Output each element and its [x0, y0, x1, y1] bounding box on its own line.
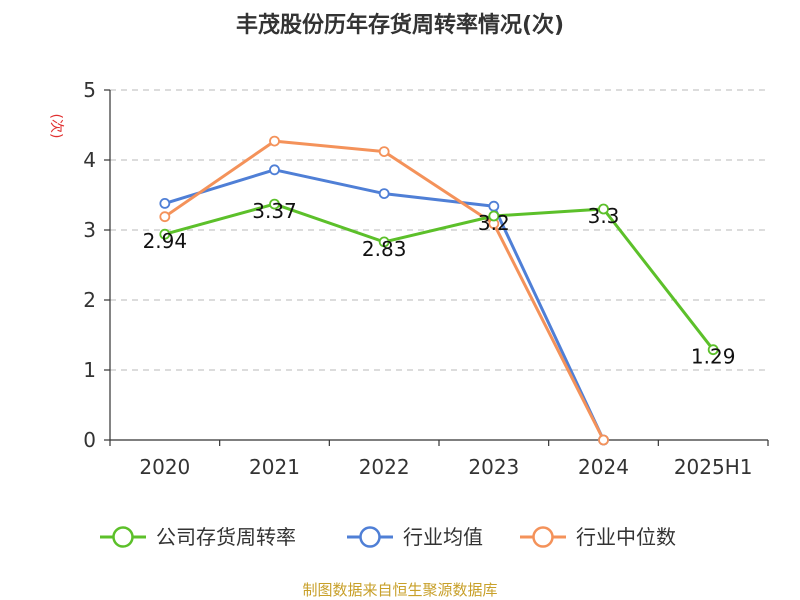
- legend[interactable]: 公司存货周转率 行业均值 行业中位数: [100, 525, 676, 549]
- y-tick-label: 1: [83, 358, 96, 382]
- legend-swatch-marker: [112, 526, 134, 548]
- y-tick-label: 5: [83, 78, 96, 102]
- legend-label: 行业均值: [403, 525, 483, 549]
- data-point[interactable]: [269, 164, 280, 176]
- y-tick-label: 0: [83, 428, 96, 452]
- y-tick-label: 2: [83, 288, 96, 312]
- series-1: [159, 164, 609, 446]
- legend-swatch-marker: [359, 526, 381, 548]
- chart-title: 丰茂股份历年存货周转率情况(次): [236, 12, 564, 38]
- x-tick-label: 2021: [249, 455, 300, 479]
- legend-swatch-marker: [532, 526, 554, 548]
- axes: 0 1 2 3 4 5 2020 2021 2022 2023 2024 2025H1: [83, 78, 769, 479]
- series-layer: [159, 135, 719, 446]
- source-note: 制图数据来自恒生聚源数据库: [302, 581, 497, 599]
- data-labels: 2.94 3.37 2.83 3.2 3.3 1.29: [143, 199, 736, 369]
- data-point[interactable]: [378, 188, 390, 200]
- x-tick-label: 2022: [359, 455, 410, 479]
- data-label: 2.83: [362, 237, 407, 261]
- y-tick-label: 3: [83, 218, 96, 242]
- data-label: 3.2: [478, 211, 510, 235]
- series-line: [163, 139, 605, 441]
- data-point[interactable]: [159, 211, 171, 223]
- data-point[interactable]: [598, 434, 609, 446]
- data-label: 3.37: [252, 199, 297, 223]
- x-tick-label: 2025H1: [674, 455, 753, 479]
- data-point[interactable]: [269, 198, 280, 210]
- legend-label: 行业中位数: [576, 525, 676, 549]
- data-point[interactable]: [159, 197, 171, 209]
- data-point[interactable]: [488, 200, 500, 212]
- data-label: 2.94: [143, 229, 188, 253]
- series-line: [164, 202, 715, 351]
- data-point[interactable]: [707, 344, 719, 356]
- legend-item[interactable]: 公司存货周转率: [100, 525, 296, 549]
- x-tick-label: 2024: [578, 455, 629, 479]
- series-0: [159, 198, 719, 356]
- data-label: 1.29: [691, 345, 736, 369]
- data-point[interactable]: [488, 210, 500, 222]
- y-axis-label: (次): [48, 114, 64, 139]
- data-point[interactable]: [269, 135, 280, 147]
- data-point[interactable]: [378, 146, 390, 158]
- legend-label: 公司存货周转率: [156, 525, 296, 549]
- legend-item[interactable]: 行业中位数: [520, 525, 676, 549]
- x-tick-label: 2023: [468, 455, 519, 479]
- data-point[interactable]: [159, 228, 171, 240]
- y-tick-label: 4: [83, 148, 96, 172]
- data-label: 3.3: [588, 204, 620, 228]
- data-point[interactable]: [598, 203, 609, 215]
- series-line: [164, 168, 605, 441]
- x-tick-label: 2020: [139, 455, 190, 479]
- legend-item[interactable]: 行业均值: [347, 525, 483, 549]
- data-point[interactable]: [378, 236, 390, 248]
